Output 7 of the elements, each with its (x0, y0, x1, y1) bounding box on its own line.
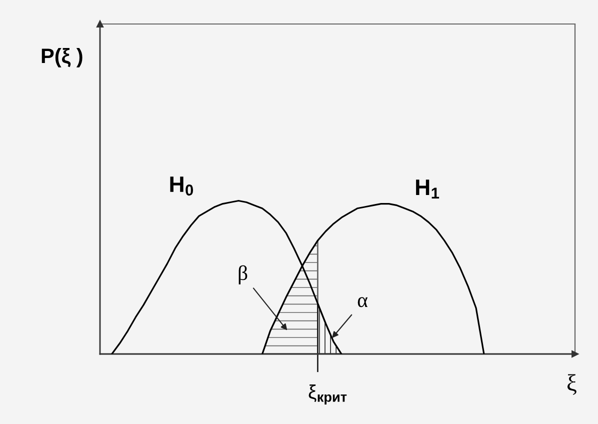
text: ξ$_{крит}$ (308, 384, 347, 405)
series-label: β (238, 265, 248, 284)
series-label: α (358, 297, 368, 308)
text: P(ξ ) (42, 48, 82, 68)
series-label: H$_{0}$ (170, 176, 194, 196)
x-axis-title: ξ (567, 374, 576, 395)
series-label: H$_{1}$ (416, 180, 440, 198)
